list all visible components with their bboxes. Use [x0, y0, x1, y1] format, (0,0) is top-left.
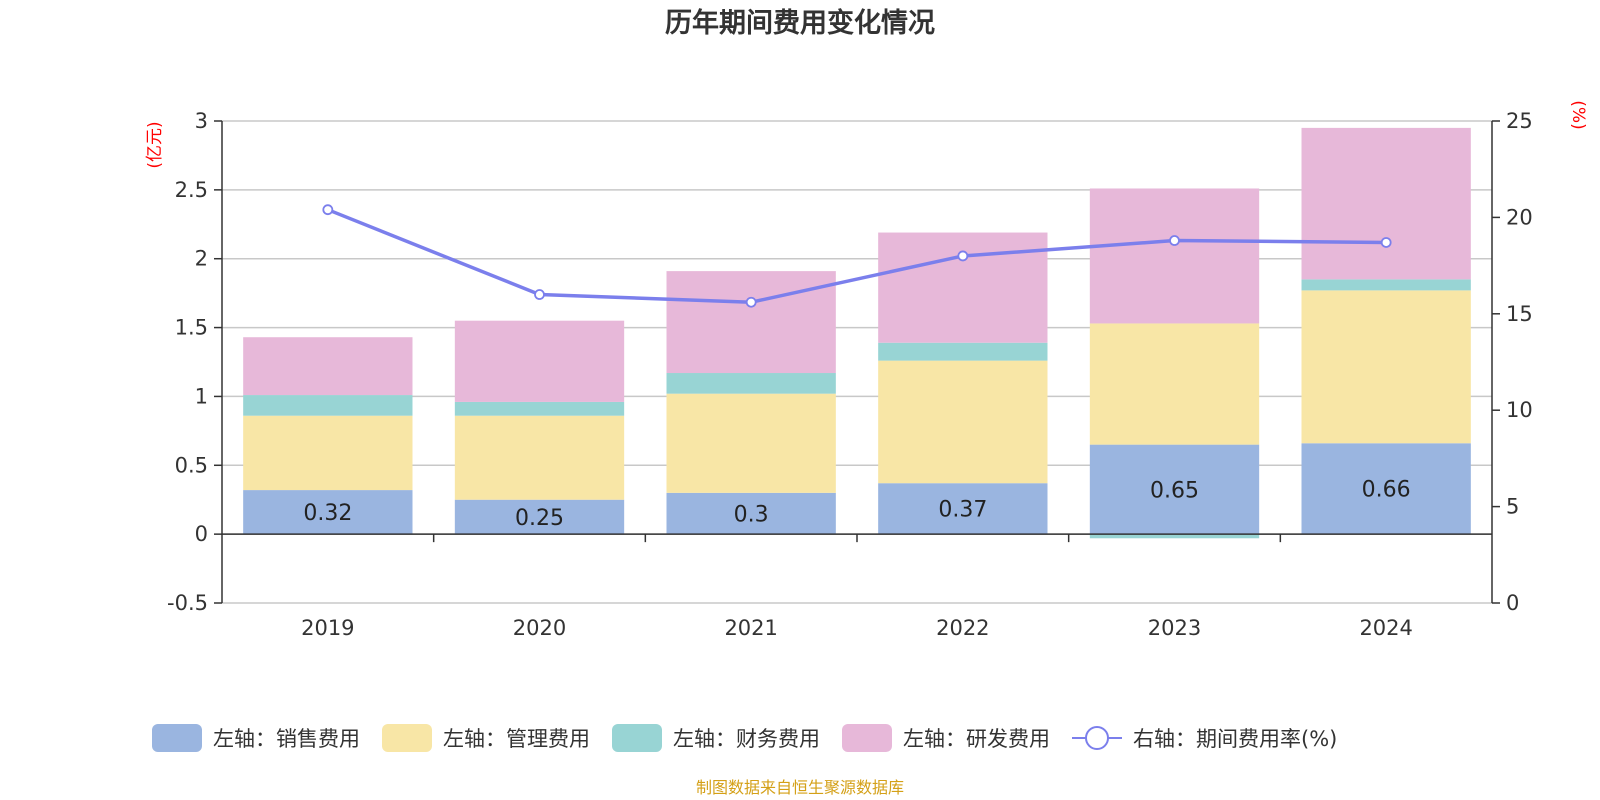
bar-segment: [1301, 290, 1471, 444]
rate-line-path: [327, 208, 1387, 304]
bar-value-label: 0.32: [303, 501, 352, 526]
x-tick-label: 2023: [1148, 616, 1201, 640]
left-tick-label: 0.5: [175, 453, 208, 477]
legend: 左轴：销售费用 左轴：管理费用 左轴：财务费用 左轴：研发费用 右轴：期间费用率(%): [152, 724, 1337, 752]
right-tick-label: 15: [1506, 302, 1533, 326]
bar-segment: [454, 415, 625, 500]
source-note: 制图数据来自恒生聚源数据库: [696, 778, 904, 797]
bar-segment: [243, 490, 413, 535]
legend-label: 左轴：销售费用: [213, 727, 360, 751]
rate-point: [745, 296, 757, 308]
bar-value-label: 0.25: [515, 506, 564, 531]
bar-segment: [1089, 188, 1260, 324]
right-axis-unit: (%): [1568, 100, 1588, 129]
bar-value-label: 0.66: [1362, 478, 1411, 503]
left-tick-label: 1.5: [175, 316, 208, 340]
bar-segment: [878, 360, 1048, 484]
bar-segment: [878, 483, 1048, 535]
right-tick-label: 10: [1506, 398, 1533, 422]
x-tick-label: 2020: [513, 616, 566, 640]
bar-segment: [1089, 323, 1260, 445]
bar-segment: [1301, 443, 1471, 535]
rate-line: [322, 204, 1392, 308]
right-tick-label: 25: [1506, 109, 1533, 133]
left-tick-label: -0.5: [167, 591, 208, 615]
right-tick-label: 0: [1506, 591, 1519, 615]
right-tick-label: 20: [1506, 205, 1533, 229]
bar-segment: [666, 373, 836, 394]
bar-segment: [878, 232, 1048, 343]
legend-swatch: [612, 724, 662, 752]
bar-segment: [454, 499, 625, 535]
bar-segment: [878, 342, 1048, 361]
legend-swatch-marker: [1085, 726, 1109, 750]
rate-point: [1169, 235, 1180, 246]
x-tick-label: 2021: [724, 616, 777, 640]
legend-label: 右轴：期间费用率(%): [1133, 727, 1337, 751]
rate-point: [957, 250, 969, 262]
left-tick-label: 1: [195, 384, 208, 408]
bar-segment: [1089, 534, 1260, 539]
bar-value-label: 0.37: [938, 498, 987, 523]
bar-segment: [666, 393, 836, 493]
left-tick-label: 0: [195, 522, 208, 546]
bar-segment: [1301, 127, 1471, 280]
bar-segment: [666, 271, 836, 374]
rate-point: [1380, 237, 1392, 248]
left-tick-label: 2: [195, 247, 208, 271]
bar-segment: [1089, 444, 1260, 535]
right-tick-label: 5: [1506, 495, 1519, 519]
bars: [243, 127, 1471, 539]
bar-segment: [243, 395, 413, 416]
legend-swatch: [842, 724, 892, 752]
axes: -0.5 0 0.5 1 1.5 2 2.5 3 0 5 10 15 20 25 2019 2020 2021 2…: [167, 109, 1533, 640]
legend-swatch: [382, 724, 432, 752]
bar-segment: [454, 320, 625, 402]
left-tick-label: 3: [195, 109, 208, 133]
x-tick-label: 2024: [1359, 616, 1412, 640]
legend-label: 左轴：研发费用: [903, 727, 1050, 751]
x-tick-label: 2019: [301, 616, 354, 640]
rate-point: [322, 204, 334, 216]
x-tick-label: 2022: [936, 616, 989, 640]
legend-swatch: [152, 724, 202, 752]
bar-value-label: 0.65: [1150, 478, 1199, 503]
left-tick-label: 2.5: [175, 178, 208, 202]
bar-value-label: 0.3: [734, 502, 769, 527]
bar-segment: [243, 415, 413, 491]
rate-point: [534, 289, 545, 300]
bar-labels: 0.32 0.25 0.3 0.37 0.65 0.66: [303, 478, 1410, 531]
left-axis-unit: (亿元): [145, 121, 165, 168]
bar-segment: [454, 401, 625, 416]
bar-segment: [1301, 279, 1471, 291]
legend-label: 左轴：管理费用: [443, 727, 590, 751]
legend-label: 左轴：财务费用: [673, 727, 820, 751]
bar-segment: [243, 337, 413, 396]
bar-segment: [666, 492, 836, 535]
chart-title: 历年期间费用变化情况: [665, 7, 935, 39]
